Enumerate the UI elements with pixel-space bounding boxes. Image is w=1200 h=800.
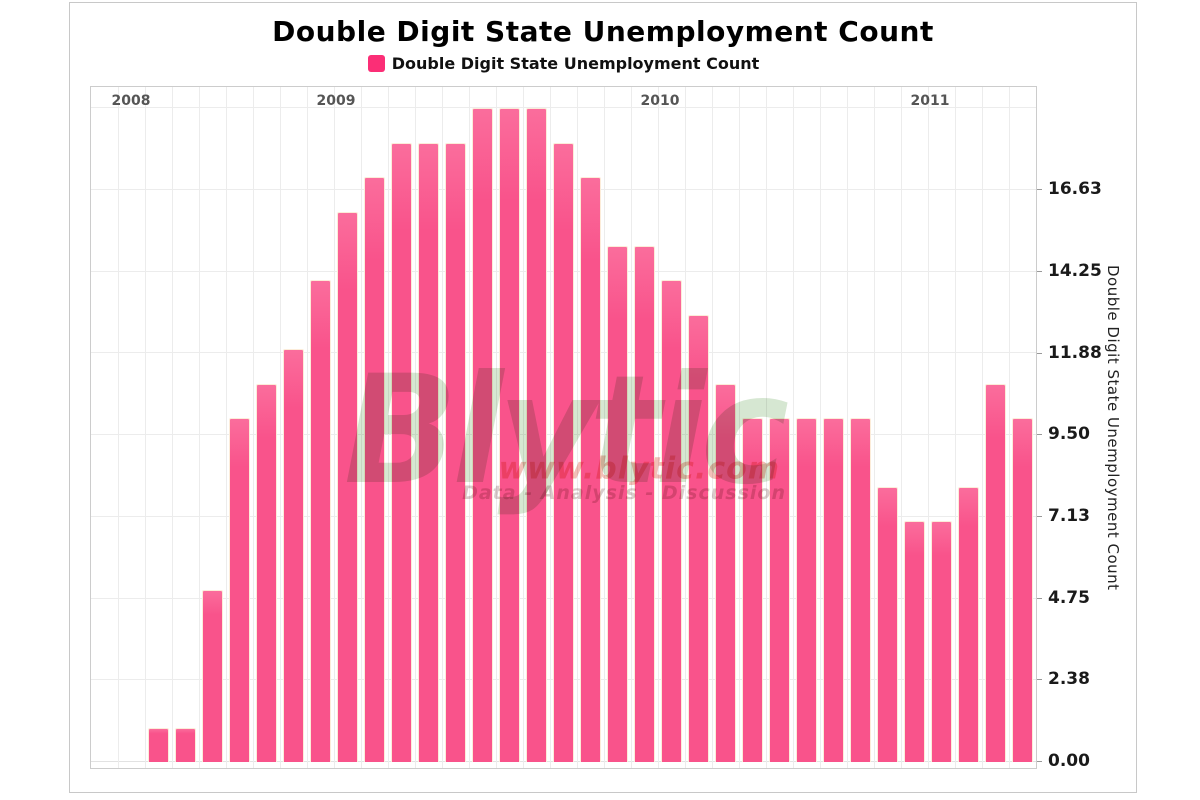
x-axis-year-label: 2009 [316, 93, 356, 109]
y-axis-title-text: Double Digit State Unemployment Count [1104, 264, 1122, 591]
gridline-vertical [334, 87, 335, 768]
bar[interactable] [445, 143, 466, 762]
gridline-vertical [631, 87, 632, 768]
y-tick-mark [1037, 679, 1042, 680]
gridline-vertical [604, 87, 605, 768]
gridline-vertical [145, 87, 146, 768]
gridline-vertical [307, 87, 308, 768]
gridline-vertical [199, 87, 200, 768]
gridline-vertical [955, 87, 956, 768]
gridline-vertical [388, 87, 389, 768]
bar[interactable] [904, 521, 925, 762]
bar[interactable] [499, 108, 520, 762]
gridline-vertical [739, 87, 740, 768]
gridline-vertical [658, 87, 659, 768]
gridline-vertical [118, 87, 119, 768]
gridline-vertical [172, 87, 173, 768]
gridline-vertical [847, 87, 848, 768]
bar[interactable] [418, 143, 439, 762]
gridline-vertical [496, 87, 497, 768]
bar[interactable] [202, 590, 223, 762]
y-tick-mark [1037, 598, 1042, 599]
y-axis-tick-label: 16.63 [1048, 179, 1102, 199]
x-axis-year-label: 2010 [640, 93, 680, 109]
y-tick-mark [1037, 271, 1042, 272]
y-axis-tick-label: 0.00 [1048, 751, 1090, 771]
gridline-vertical [361, 87, 362, 768]
gridline-vertical [793, 87, 794, 768]
bar[interactable] [526, 108, 547, 762]
bar[interactable] [337, 212, 358, 762]
bar[interactable] [850, 418, 871, 762]
bar[interactable] [931, 521, 952, 762]
bar[interactable] [1012, 418, 1033, 762]
y-axis-title: Double Digit State Unemployment Count [1100, 86, 1126, 769]
bar[interactable] [769, 418, 790, 762]
bar[interactable] [229, 418, 250, 762]
plot-area: 2008 2009 2010 2011 Blytic www.blytic.com D… [90, 86, 1037, 769]
gridline-vertical [1009, 87, 1010, 768]
legend-label: Double Digit State Unemployment Count [391, 54, 760, 73]
gridline-vertical [280, 87, 281, 768]
gridline-vertical [253, 87, 254, 768]
bar[interactable] [877, 487, 898, 762]
gridline-vertical [577, 87, 578, 768]
y-axis: 0.00 2.38 4.75 7.13 9.50 11.88 14.25 16.63 [1037, 86, 1157, 771]
bar[interactable] [958, 487, 979, 762]
gridline-vertical [901, 87, 902, 768]
gridline-vertical [442, 87, 443, 768]
bar[interactable] [985, 384, 1006, 762]
y-axis-tick-label: 9.50 [1048, 424, 1090, 444]
gridline-vertical [226, 87, 227, 768]
gridline-vertical [928, 87, 929, 768]
gridline-vertical [982, 87, 983, 768]
bar[interactable] [553, 143, 574, 762]
bar[interactable] [715, 384, 736, 762]
gridline-vertical [685, 87, 686, 768]
bar[interactable] [634, 246, 655, 762]
y-axis-tick-label: 4.75 [1048, 588, 1090, 608]
gridline-vertical [469, 87, 470, 768]
bar[interactable] [148, 728, 169, 762]
gridline-vertical [415, 87, 416, 768]
bar[interactable] [688, 315, 709, 762]
legend-swatch-icon [367, 55, 385, 72]
bar[interactable] [661, 280, 682, 762]
bar[interactable] [742, 418, 763, 762]
gridline-horizontal [91, 107, 1036, 108]
y-axis-tick-label: 2.38 [1048, 669, 1090, 689]
bar[interactable] [391, 143, 412, 762]
bar[interactable] [823, 418, 844, 762]
bar[interactable] [607, 246, 628, 762]
gridline-vertical [523, 87, 524, 768]
gridline-vertical [820, 87, 821, 768]
bar[interactable] [310, 280, 331, 762]
bar[interactable] [175, 728, 196, 762]
y-axis-tick-label: 11.88 [1048, 343, 1102, 363]
bar[interactable] [283, 349, 304, 762]
y-tick-mark [1037, 353, 1042, 354]
legend[interactable]: Double Digit State Unemployment Count [90, 54, 1037, 73]
bar[interactable] [580, 177, 601, 762]
gridline-vertical [874, 87, 875, 768]
y-tick-mark [1037, 761, 1042, 762]
y-tick-mark [1037, 434, 1042, 435]
bar[interactable] [256, 384, 277, 762]
y-tick-mark [1037, 516, 1042, 517]
y-axis-tick-label: 14.25 [1048, 261, 1102, 281]
y-tick-mark [1037, 189, 1042, 190]
chart-title: Double Digit State Unemployment Count [272, 15, 934, 48]
gridline-vertical [712, 87, 713, 768]
bar[interactable] [796, 418, 817, 762]
bar[interactable] [364, 177, 385, 762]
chart-card: Double Digit State Unemployment Count Do… [69, 2, 1137, 793]
bar[interactable] [472, 108, 493, 762]
y-axis-tick-label: 7.13 [1048, 506, 1090, 526]
gridline-vertical [550, 87, 551, 768]
gridline-vertical [766, 87, 767, 768]
x-axis-year-label: 2011 [910, 93, 950, 109]
x-axis-year-label: 2008 [111, 93, 151, 109]
